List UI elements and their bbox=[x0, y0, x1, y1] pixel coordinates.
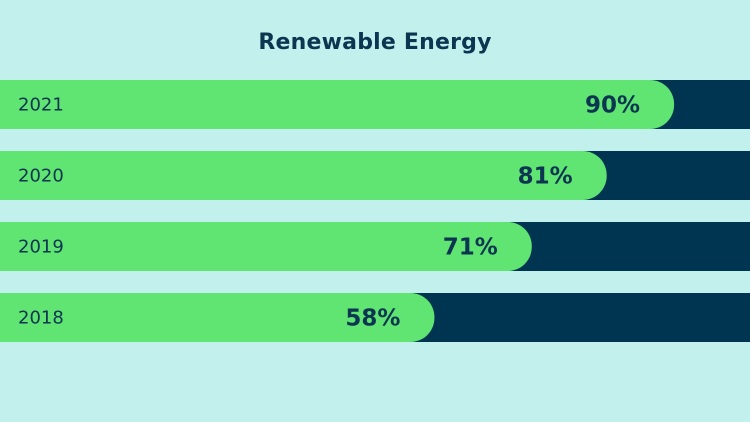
value-label-2018: 58% bbox=[345, 306, 400, 332]
bar-2020 bbox=[0, 151, 607, 200]
category-label-2018: 2018 bbox=[18, 308, 64, 329]
value-label-2021: 90% bbox=[585, 93, 640, 119]
value-label-2019: 71% bbox=[443, 235, 498, 261]
bar-2018 bbox=[0, 293, 435, 342]
category-label-2019: 2019 bbox=[18, 237, 64, 258]
chart-title: Renewable Energy bbox=[258, 30, 492, 55]
category-label-2021: 2021 bbox=[18, 95, 64, 116]
bar-2019 bbox=[0, 222, 532, 271]
category-label-2020: 2020 bbox=[18, 166, 64, 187]
bar-2021 bbox=[0, 80, 675, 129]
value-label-2020: 81% bbox=[518, 164, 573, 190]
